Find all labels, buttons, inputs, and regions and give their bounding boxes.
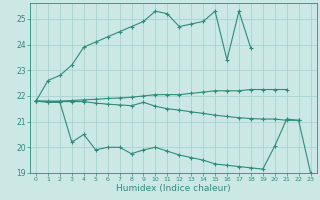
X-axis label: Humidex (Indice chaleur): Humidex (Indice chaleur)	[116, 184, 231, 193]
